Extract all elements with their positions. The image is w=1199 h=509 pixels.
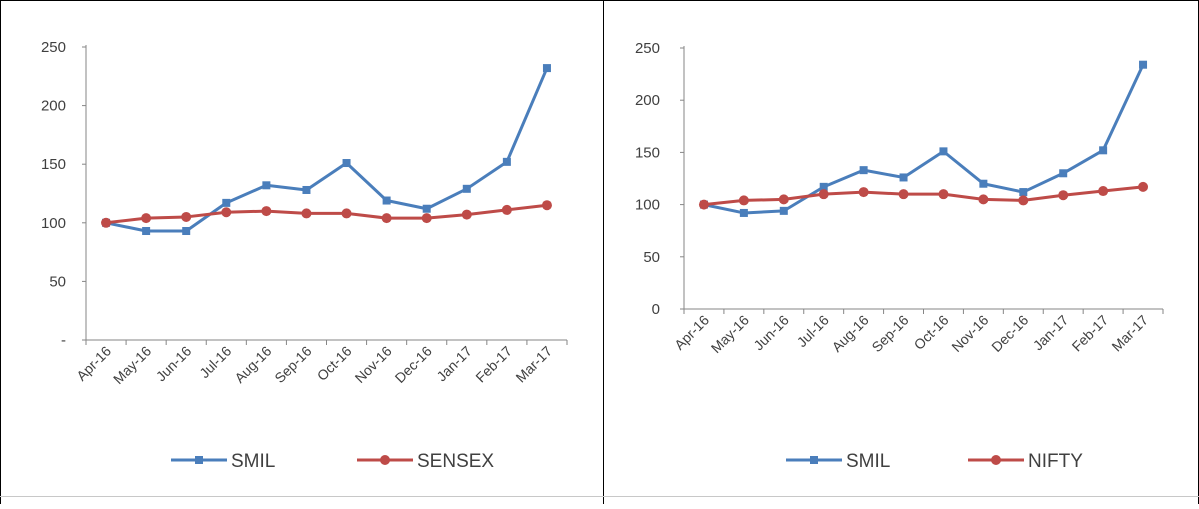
x-tick-label: Aug-16 (829, 312, 872, 355)
x-tick-label: Jun-16 (750, 312, 792, 354)
x-tick-label: Nov-16 (352, 343, 395, 386)
data-point-smil (979, 179, 988, 188)
x-tick-label: Mar-17 (1108, 312, 1151, 355)
data-point-sensex (141, 213, 152, 224)
x-tick-label: May-16 (110, 343, 154, 387)
series-line-sensex (105, 203, 548, 225)
legend-label-smil: SMIL (846, 451, 890, 472)
data-point-smil (422, 204, 431, 213)
data-point-nifty (738, 195, 749, 206)
data-point-smil (1019, 188, 1028, 197)
y-tick-label: 150 (635, 144, 660, 161)
data-point-smil (859, 166, 868, 175)
data-point-nifty (1098, 186, 1109, 197)
legend-marker-icon (991, 455, 1001, 465)
series-line-smil (105, 67, 549, 233)
data-point-smil (502, 157, 511, 166)
legend-marker-icon (195, 456, 203, 464)
data-point-smil (819, 182, 828, 191)
y-tick-label: 100 (41, 215, 66, 232)
data-point-sensex (541, 200, 552, 211)
data-point-smil (1059, 169, 1068, 178)
data-point-nifty (778, 194, 789, 205)
x-tick-label: Nov-16 (948, 312, 991, 355)
data-point-nifty (698, 199, 709, 210)
data-point-nifty (1058, 190, 1069, 201)
data-point-sensex (301, 208, 312, 219)
data-point-nifty (858, 187, 869, 198)
x-tick-label: Dec-16 (392, 343, 435, 386)
x-tick-label: Apr-16 (671, 312, 712, 353)
x-tick-label: Jan-17 (433, 343, 475, 385)
x-tick-label: Feb-17 (1069, 312, 1112, 355)
legend-marker-icon (380, 455, 390, 465)
series-line-smil (703, 64, 1145, 215)
data-point-smil (1139, 60, 1148, 69)
data-point-sensex (261, 206, 272, 217)
y-tick-label: 250 (41, 39, 66, 56)
data-point-smil (182, 227, 191, 236)
data-point-nifty (978, 194, 989, 205)
data-point-sensex (421, 213, 432, 224)
data-point-smil (342, 159, 351, 168)
x-tick-label: Oct-16 (314, 343, 355, 384)
data-point-nifty (1138, 181, 1149, 192)
data-point-smil (739, 208, 748, 217)
data-point-nifty (938, 189, 949, 200)
data-point-smil (382, 196, 391, 205)
data-point-sensex (221, 207, 232, 218)
data-point-smil (1099, 146, 1108, 155)
data-point-nifty (1018, 195, 1029, 206)
y-tick-label: 100 (635, 197, 660, 214)
y-tick-label: 50 (49, 273, 66, 290)
y-tick-label: 150 (41, 156, 66, 173)
data-point-sensex (461, 209, 472, 220)
data-point-smil (542, 64, 551, 73)
x-tick-label: Oct-16 (911, 312, 952, 353)
legend-label-nifty: NIFTY (1028, 451, 1083, 472)
data-point-sensex (381, 213, 392, 224)
data-point-smil (222, 198, 231, 207)
x-tick-label: May-16 (708, 312, 752, 356)
y-tick-label: - (61, 332, 66, 349)
legend-label-sensex: SENSEX (417, 451, 494, 472)
data-point-nifty (818, 189, 829, 200)
data-point-sensex (341, 208, 352, 219)
data-point-smil (462, 184, 471, 193)
x-tick-label: Mar-17 (512, 343, 555, 386)
data-point-smil (779, 206, 788, 215)
series-line-nifty (703, 185, 1144, 207)
y-tick-label: 200 (635, 92, 660, 109)
x-tick-label: Jul-16 (794, 312, 832, 350)
y-tick-label: 50 (643, 249, 660, 266)
data-point-sensex (181, 211, 192, 222)
x-tick-label: Sep-16 (271, 343, 314, 386)
legend-marker-icon (810, 456, 818, 464)
data-point-smil (302, 185, 311, 194)
data-point-smil (899, 173, 908, 182)
y-tick-label: 250 (635, 40, 660, 57)
data-point-sensex (101, 217, 112, 228)
x-tick-label: Sep-16 (868, 312, 911, 355)
data-point-smil (939, 147, 948, 156)
data-point-smil (262, 181, 271, 190)
x-tick-label: Apr-16 (73, 343, 114, 384)
data-point-nifty (898, 189, 909, 200)
x-tick-label: Jan-17 (1030, 312, 1072, 354)
data-point-sensex (501, 204, 512, 215)
x-tick-label: Dec-16 (988, 312, 1031, 355)
x-tick-label: Aug-16 (231, 343, 274, 386)
chart-panel-nifty: 0 50 100 150 200 250 Apr-16 May-16 Jun-16 Jul-16 A… (603, 0, 1199, 504)
legend-label-smil: SMIL (231, 451, 275, 472)
y-tick-label: 200 (41, 98, 66, 115)
data-point-smil (142, 227, 151, 236)
x-tick-label: Jun-16 (153, 343, 195, 385)
chart-panel-sensex: - 50 100 150 200 250 Apr-16 May-16 Jun-16 Jul-16 A… (0, 0, 603, 504)
x-tick-label: Jul-16 (196, 343, 234, 381)
y-tick-label: 0 (652, 301, 660, 318)
x-tick-label: Feb-17 (472, 343, 515, 386)
